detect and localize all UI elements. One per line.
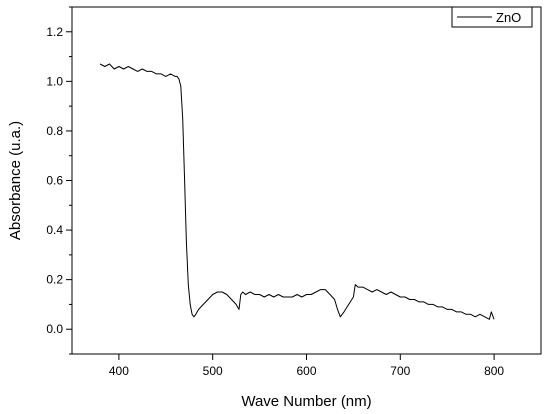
x-tick-label: 800	[484, 364, 504, 378]
x-tick-label: 700	[390, 364, 410, 378]
y-tick-label: 0.8	[46, 124, 63, 138]
x-axis-ticks: 400 500 600 700 800	[109, 354, 504, 378]
legend: ZnO	[451, 6, 533, 28]
plot-frame	[71, 6, 542, 355]
x-tick-label: 600	[296, 364, 316, 378]
y-tick-label: 1.2	[46, 25, 63, 39]
x-tick-label: 400	[109, 364, 129, 378]
series-line-zno	[99, 63, 495, 320]
y-tick-label: 0.6	[46, 174, 63, 188]
plot-border	[71, 6, 542, 355]
y-axis-title: Absorbance (u.a.)	[7, 121, 24, 240]
y-axis-ticks: 0.0 0.2 0.4 0.6 0.8 1.0 1.2	[46, 6, 72, 355]
y-tick-label: 0.0	[46, 322, 63, 336]
x-tick-label: 500	[203, 364, 223, 378]
y-tick-label: 1.0	[46, 74, 63, 88]
x-axis-title: Wave Number (nm)	[241, 393, 371, 410]
legend-label: ZnO	[496, 10, 521, 25]
series-layer	[99, 63, 495, 320]
y-tick-label: 0.2	[46, 273, 63, 287]
y-tick-label: 0.4	[46, 223, 63, 237]
